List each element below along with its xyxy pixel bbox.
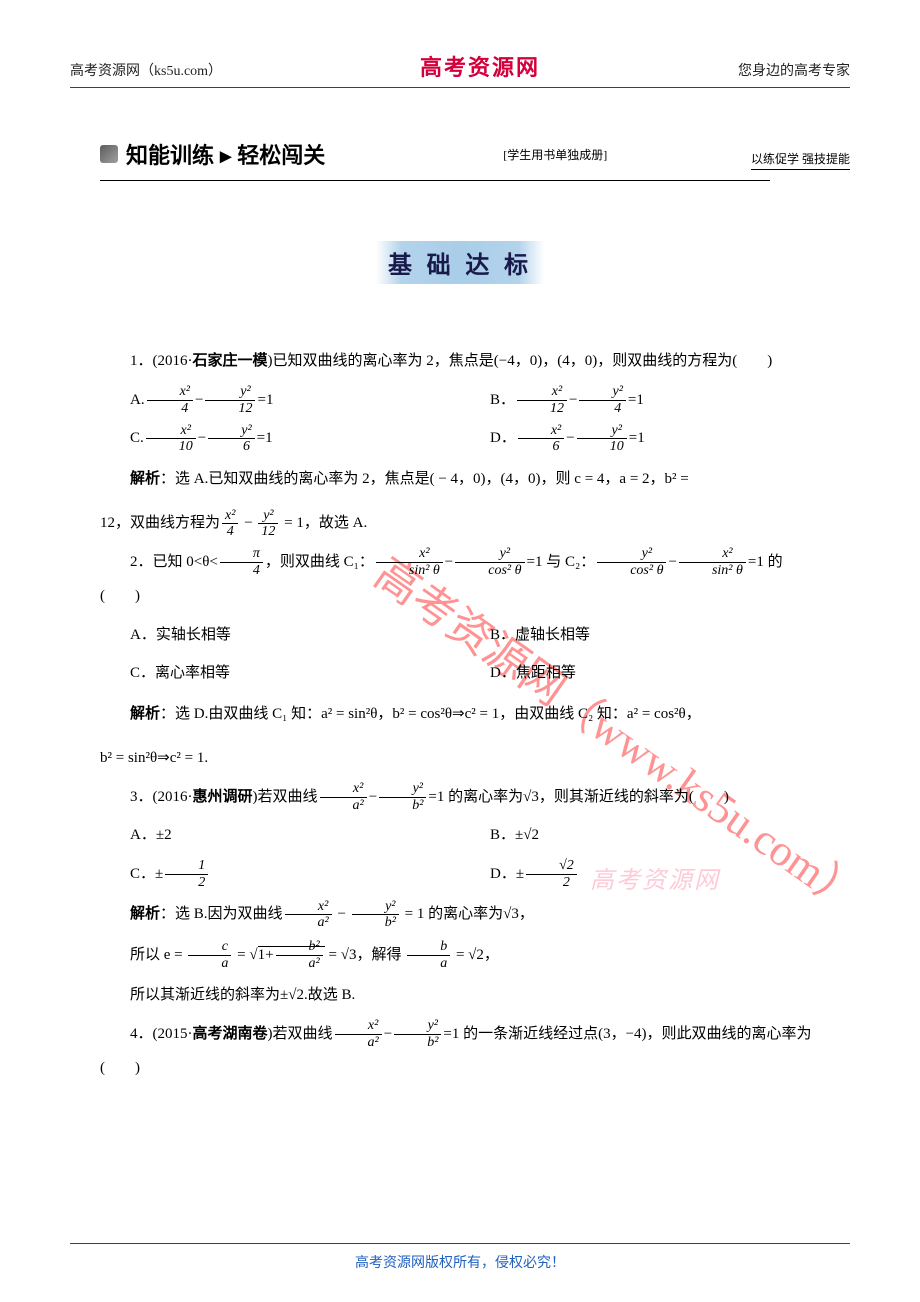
q3-optD: D．±√22	[460, 857, 820, 892]
q1-analysis2: = 1，故选 A.	[284, 515, 367, 531]
q3-optB: B．±√2	[460, 818, 820, 853]
header-rule	[70, 87, 850, 88]
header-left: 高考资源网（ks5u.com）	[70, 60, 222, 80]
page-footer: 高考资源网版权所有，侵权必究！	[0, 1243, 920, 1272]
q1-optC-label: C.	[130, 430, 144, 446]
q3-optC: C．±12	[100, 857, 460, 892]
q2-analysis-line2: b² = sin²θ⇒c² = 1.	[100, 741, 820, 776]
q1-prefix: 1．(2016·	[130, 353, 193, 369]
section-title-row: 知能训练 ▸ 轻松闯关 [学生用书单独成册]	[100, 138, 850, 170]
q3-optC-label: C．±	[130, 866, 163, 882]
q1-optC: C.x²10−y²6=1	[100, 421, 460, 456]
q4-prefix: 4．(2015·	[130, 1026, 193, 1042]
q3-analysis-text: ：选 B.因为双曲线	[160, 906, 283, 922]
q3-analysis-line3: 所以其渐近线的斜率为±√2.故选 B.	[100, 978, 820, 1013]
q1-analysis: 解析：选 A.已知双曲线的离心率为 2，焦点是( − 4，0)，(4，0)，则 …	[100, 462, 820, 497]
q4-suffix: )若双曲线	[268, 1026, 333, 1042]
q1-optD: D．x²6−y²10=1	[460, 421, 820, 456]
page-header: 高考资源网（ks5u.com） 高考资源网 您身边的高考专家	[70, 50, 850, 87]
q2-analysis-text: ：选 D.由双曲线 C₁ 知：a² = sin²θ，b² = cos²θ⇒c² …	[160, 706, 701, 722]
q1-options-row2: C.x²10−y²6=1 D．x²6−y²10=1	[100, 421, 820, 456]
q4-text: 4．(2015·高考湖南卷)若双曲线x²a²−y²b²=1 的一条渐近线经过点(…	[100, 1017, 820, 1086]
q2-analysis: 解析：选 D.由双曲线 C₁ 知：a² = sin²θ，b² = cos²θ⇒c…	[100, 697, 820, 732]
section-underline	[100, 180, 770, 181]
header-right: 您身边的高考专家	[738, 60, 850, 80]
content-body: 1．(2016·石家庄一模)已知双曲线的离心率为 2，焦点是(−4，0)，(4，…	[70, 344, 850, 1086]
q1-analysis-text: ：选 A.已知双曲线的离心率为 2，焦点是( − 4，0)，(4，0)，则 c …	[160, 471, 689, 487]
header-center-logo: 高考资源网	[420, 50, 540, 82]
q3-analysis-line2: 所以 e = ca = √1+b²a² = √3，解得 ba = √2，	[100, 938, 820, 973]
q3-text: 3．(2016·惠州调研)若双曲线x²a²−y²b²=1 的离心率为√3，则其渐…	[100, 780, 820, 815]
q2-prefix: 2．已知 0<θ<	[130, 554, 218, 570]
section-title: 知能训练 ▸ 轻松闯关	[126, 138, 325, 170]
q3-optD-label: D．±	[490, 866, 524, 882]
q3-analysis-end: = 1 的离心率为√3，	[405, 906, 534, 922]
footer-text: 高考资源网版权所有，侵权必究！	[0, 1252, 920, 1272]
q3-source: 惠州调研	[193, 788, 253, 805]
section-icon	[100, 145, 118, 163]
q2-options-row1: A．实轴长相等 B．虚轴长相等	[100, 618, 820, 653]
q1-source: 石家庄一模	[193, 352, 268, 369]
q3-end: =1 的离心率为√3，则其渐近线的斜率为( )	[428, 789, 728, 805]
q1-options-row1: A.x²4−y²12=1 B．x²12−y²4=1	[100, 383, 820, 418]
q1-optB-label: B．	[490, 392, 515, 408]
q2-options-row2: C．离心率相等 D．焦距相等	[100, 656, 820, 691]
q1-analysis-line2: 12，双曲线方程为x²4 − y²12 = 1，故选 A.	[100, 506, 820, 541]
q3-options-row1: A．±2 B．±√2	[100, 818, 820, 853]
section-subtitle: [学生用书单独成册]	[503, 146, 607, 163]
q1-optA: A.x²4−y²12=1	[100, 383, 460, 418]
q2-optA: A．实轴长相等	[100, 618, 460, 653]
q1-suffix: )已知双曲线的离心率为 2，焦点是(−4，0)，(4，0)，则双曲线的方程为( …	[268, 353, 773, 369]
q1-optA-label: A.	[130, 392, 145, 408]
q3-options-row2: C．±12 D．±√22	[100, 857, 820, 892]
q1-text: 1．(2016·石家庄一模)已知双曲线的离心率为 2，焦点是(−4，0)，(4，…	[100, 344, 820, 379]
banner: 基 础 达 标	[70, 241, 850, 284]
q3-analysis: 解析：选 B.因为双曲线x²a² − y²b² = 1 的离心率为√3，	[100, 897, 820, 932]
q3-suffix: )若双曲线	[253, 789, 318, 805]
q1-optD-label: D．	[490, 430, 516, 446]
q2-optB: B．虚轴长相等	[460, 618, 820, 653]
q3-a2-pre: 所以 e =	[130, 947, 183, 963]
footer-rule	[70, 1243, 850, 1244]
q2-suffix: ，则双曲线 C₁：	[265, 554, 374, 570]
q3-a2-mid: = √3，解得	[329, 947, 402, 963]
q3-analysis-label: 解析	[130, 905, 160, 922]
q4-source: 高考湖南卷	[193, 1025, 268, 1042]
q3-optA: A．±2	[100, 818, 460, 853]
q2-optD: D．焦距相等	[460, 656, 820, 691]
q2-mid: =1 与 C₂：	[527, 554, 596, 570]
q3-a2-end: = √2，	[456, 947, 499, 963]
banner-text: 基 础 达 标	[376, 241, 544, 284]
section-side-note: 以练促学 强技提能	[751, 150, 850, 170]
q2-analysis-label: 解析	[130, 705, 160, 722]
q1-analysis-label: 解析	[130, 470, 160, 487]
q3-prefix: 3．(2016·	[130, 789, 193, 805]
q2-optC: C．离心率相等	[100, 656, 460, 691]
page-container: 高考资源网（ks5u.com） 高考资源网 您身边的高考专家 知能训练 ▸ 轻松…	[0, 0, 920, 1126]
q1-optB: B．x²12−y²4=1	[460, 383, 820, 418]
q2-text: 2．已知 0<θ<π4，则双曲线 C₁：x²sin² θ−y²cos² θ=1 …	[100, 545, 820, 614]
